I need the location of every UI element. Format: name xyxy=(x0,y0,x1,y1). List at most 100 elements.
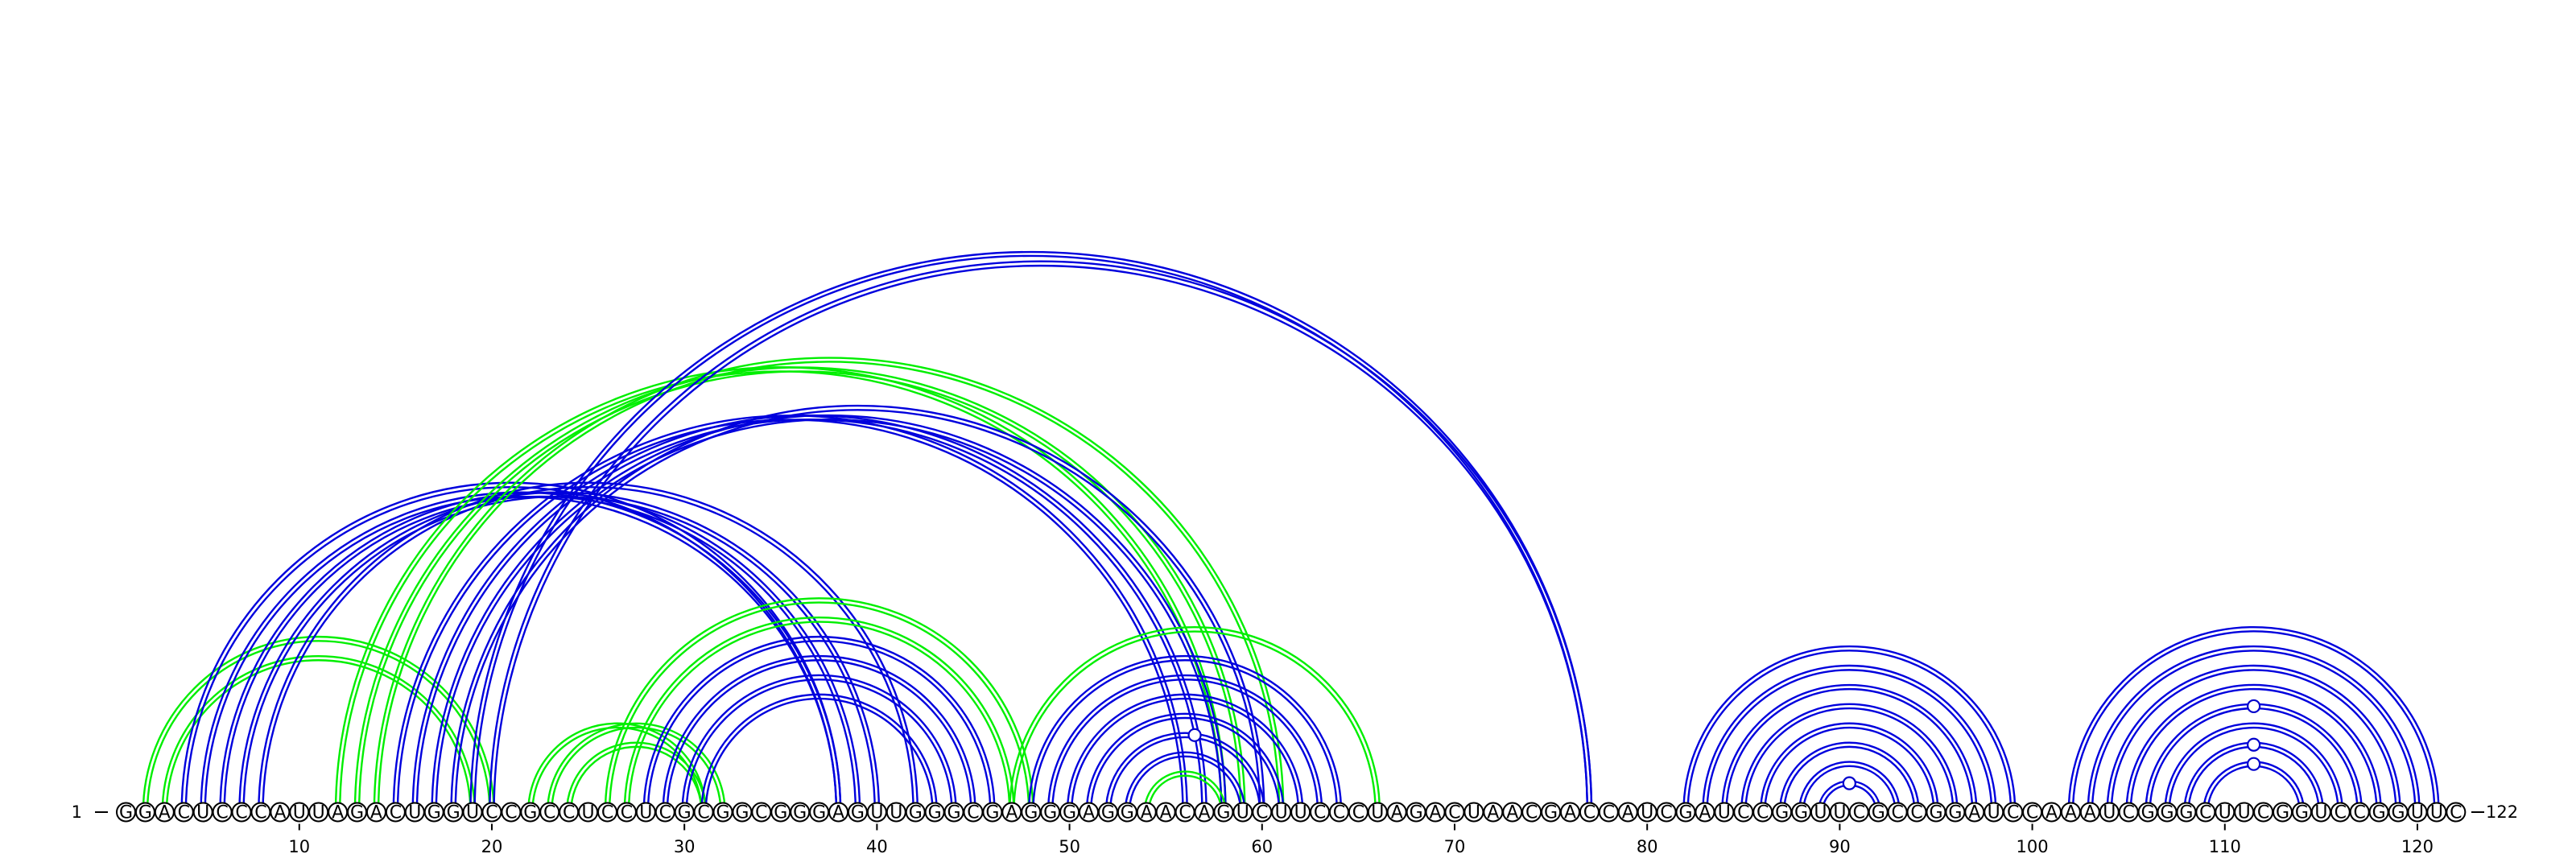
nucleotide: C xyxy=(2195,802,2216,823)
tick-label: 90 xyxy=(1829,837,1851,856)
nucleotide-letter: C xyxy=(543,803,555,823)
nucleotide: G xyxy=(905,802,926,823)
nucleotide: C xyxy=(1598,802,1619,823)
base-pair-arc xyxy=(450,404,1265,813)
nucleotide: C xyxy=(1444,802,1465,823)
nucleotide: U xyxy=(2099,802,2120,823)
base-pair-arc xyxy=(161,654,476,813)
nucleotide-letter: C xyxy=(2257,803,2269,823)
nucleotide-letter: U xyxy=(1371,803,1384,823)
nucleotide: C xyxy=(597,802,617,823)
nucleotide: G xyxy=(1926,802,1946,823)
nucleotide-letter: G xyxy=(793,803,807,823)
base-pair-arc xyxy=(377,361,1281,813)
nucleotide-letter: A xyxy=(159,803,171,823)
nucleotide: U xyxy=(1714,802,1735,823)
nucleotide-letter: G xyxy=(1544,803,1558,823)
nucleotide: A xyxy=(828,802,849,823)
nucleotide: G xyxy=(443,802,464,823)
nucleotide: G xyxy=(809,802,830,823)
base-pair-arc xyxy=(1143,770,1227,813)
nucleotide: C xyxy=(1906,802,1927,823)
nucleotide-letter: C xyxy=(1603,803,1615,823)
base-pair-arc xyxy=(1070,697,1300,813)
base-pair-arc xyxy=(180,481,842,813)
nucleotide: G xyxy=(2157,802,2178,823)
nucleotide: A xyxy=(1560,802,1580,823)
nucleotide: G xyxy=(1868,802,1889,823)
nucleotide-letter: U xyxy=(293,803,306,823)
nucleotide: U xyxy=(308,802,329,823)
nucleotide: G xyxy=(2273,802,2293,823)
nucleotide-letter: A xyxy=(1430,803,1442,823)
nucleotide: G xyxy=(1772,802,1793,823)
base-pair-arc xyxy=(1032,659,1339,813)
nucleotide: A xyxy=(1079,802,1099,823)
tick-label: 70 xyxy=(1444,837,1466,856)
nucleotide: U xyxy=(192,802,213,823)
nucleotide-letter: U xyxy=(312,803,325,823)
nucleotide: U xyxy=(1290,802,1311,823)
nucleotide-letter: G xyxy=(1043,803,1057,823)
base-pair-arc xyxy=(493,264,1589,813)
nucleotide-letter: C xyxy=(755,803,767,823)
nucleotide: C xyxy=(1348,802,1368,823)
start-position-label: 1 xyxy=(72,802,82,822)
nucleotide-letter: C xyxy=(601,803,613,823)
nucleotide-letter: A xyxy=(1391,803,1403,823)
nucleotide-letter: U xyxy=(1814,803,1827,823)
nucleotide: G xyxy=(847,802,868,823)
nucleotide-letter: C xyxy=(235,803,247,823)
nucleotide: C xyxy=(654,802,675,823)
nucleotide: G xyxy=(924,802,945,823)
base-pair-arc xyxy=(1725,688,1974,813)
nucleotide-letter: U xyxy=(2430,803,2443,823)
nucleotide-letter: U xyxy=(2103,803,2116,823)
nucleotide-letter: A xyxy=(2084,803,2096,823)
nucleotide-letter: G xyxy=(1929,803,1942,823)
nucleotide: U xyxy=(635,802,656,823)
nucleotide: C xyxy=(559,802,580,823)
nucleotide-letter: C xyxy=(485,803,497,823)
nucleotide: G xyxy=(1059,802,1080,823)
base-pair-arc xyxy=(608,601,1030,813)
nucleotide-letter: U xyxy=(466,803,479,823)
nucleotide: C xyxy=(1328,802,1349,823)
nucleotide: G xyxy=(2368,802,2389,823)
base-pair-arc xyxy=(473,254,1589,813)
nucleotide: A xyxy=(2041,802,2062,823)
nucleotide-letter: G xyxy=(2372,803,2386,823)
nucleotide: U xyxy=(886,802,906,823)
nucleotide-letter: G xyxy=(138,803,152,823)
nucleotide-letter: C xyxy=(621,803,633,823)
nucleotide: G xyxy=(943,802,964,823)
nucleotide: G xyxy=(770,802,791,823)
nucleotide: C xyxy=(173,802,194,823)
nucleotide-letter: A xyxy=(1005,803,1018,823)
nucleotide-letter: G xyxy=(909,803,923,823)
loop-marker xyxy=(1842,776,1856,790)
base-pair-arc xyxy=(1702,664,1997,813)
nucleotide-letter: C xyxy=(2334,803,2347,823)
nucleotide-letter: A xyxy=(1564,803,1576,823)
base-pair-arc xyxy=(604,597,1034,813)
nucleotide-letter: G xyxy=(2141,803,2155,823)
nucleotide-letter: G xyxy=(2160,803,2174,823)
nucleotide-letter: U xyxy=(1718,803,1731,823)
nucleotide: A xyxy=(270,802,291,823)
nucleotide: A xyxy=(1617,802,1638,823)
nucleotide: C xyxy=(501,802,522,823)
nucleotide-letter: G xyxy=(2392,803,2405,823)
nucleotide-letter: U xyxy=(1988,803,2000,823)
nucleotide-letter: G xyxy=(735,803,749,823)
nucleotide: U xyxy=(1271,802,1292,823)
base-pair-arc xyxy=(1764,726,1935,813)
base-pair-arc xyxy=(1759,722,1939,813)
nucleotide: A xyxy=(1386,802,1407,823)
nucleotide-letter: G xyxy=(1101,803,1115,823)
base-pair-arc xyxy=(1009,625,1381,813)
nucleotide: C xyxy=(963,802,984,823)
base-pair-arc xyxy=(1740,703,1959,813)
nucleotide: C xyxy=(751,802,772,823)
